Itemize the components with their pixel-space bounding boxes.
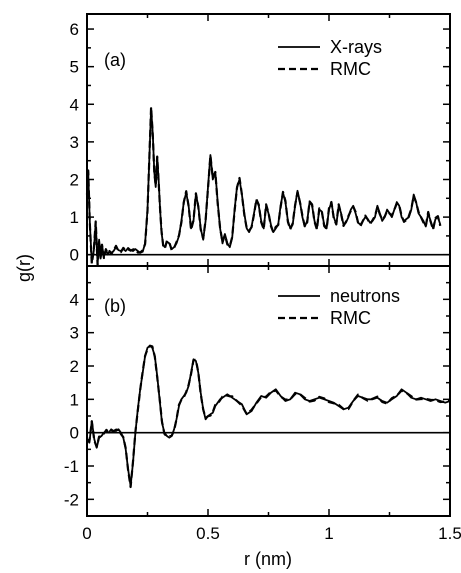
y-axis-label: g(r) bbox=[14, 254, 34, 282]
panel-label-b: (b) bbox=[104, 296, 126, 316]
y-tick-label-b: 0 bbox=[70, 424, 79, 443]
y-tick-label-a: 5 bbox=[70, 58, 79, 77]
x-tick-label: 0 bbox=[82, 524, 91, 543]
y-tick-label-b: 3 bbox=[70, 324, 79, 343]
y-tick-label-a: 4 bbox=[70, 95, 79, 114]
y-tick-label-a: 3 bbox=[70, 133, 79, 152]
panel-label-a: (a) bbox=[104, 50, 126, 70]
y-tick-label-a: 1 bbox=[70, 208, 79, 227]
x-tick-label: 0.5 bbox=[196, 524, 220, 543]
y-tick-label-a: 2 bbox=[70, 170, 79, 189]
legend-label-rmc-a: RMC bbox=[330, 59, 371, 79]
x-axis-label: r (nm) bbox=[244, 549, 292, 569]
plot-frame-a bbox=[86, 13, 451, 267]
series-rmc-line-a bbox=[85, 106, 442, 267]
legend-label-b: neutrons bbox=[330, 286, 400, 306]
y-tick-label-b: 1 bbox=[70, 390, 79, 409]
y-tick-label-a: 0 bbox=[70, 246, 79, 265]
y-tick-label-b: -1 bbox=[64, 457, 79, 476]
x-axis: 0 0.5 1 1.5 bbox=[82, 524, 461, 543]
x-tick-label: 1.5 bbox=[438, 524, 461, 543]
y-tick-label-a: 6 bbox=[70, 20, 79, 39]
y-tick-label-b: 2 bbox=[70, 357, 79, 376]
legend-label-rmc-b: RMC bbox=[330, 308, 371, 328]
series-X-rays-line bbox=[86, 107, 442, 265]
y-tick-label-b: 4 bbox=[70, 290, 79, 309]
series-rmc-line-b bbox=[86, 344, 451, 489]
y-tick-label-b: -2 bbox=[64, 490, 79, 509]
legend-label-a: X-rays bbox=[330, 37, 382, 57]
series-neutrons-line bbox=[86, 345, 451, 487]
x-tick-label: 1 bbox=[324, 524, 333, 543]
